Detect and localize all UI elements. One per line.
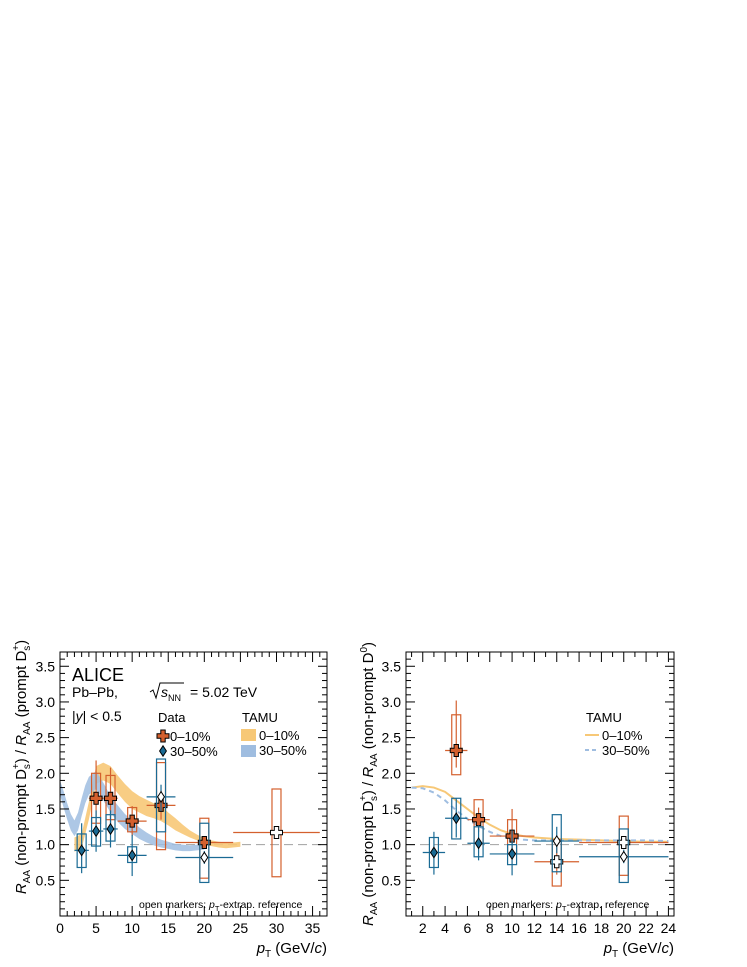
legend-swatch-tamu-0-10	[241, 729, 256, 741]
legend-label-data-0-10: 0–10%	[170, 729, 211, 744]
x-tick-label: 15	[160, 920, 176, 936]
x-tick-label: 18	[594, 920, 610, 936]
y-tick-label: 1.0	[382, 837, 402, 853]
y-tick-label: 2.0	[382, 765, 402, 781]
x-tick-label: 10	[504, 920, 520, 936]
syst-box	[551, 814, 562, 873]
y-axis-title: RAA (non-prompt Ds+) / RAA (non-prompt D…	[358, 642, 380, 926]
plot-frame	[59, 651, 328, 917]
data-point	[452, 812, 461, 825]
syst-box	[155, 758, 167, 833]
legend-label-tamu-0-10: 0–10%	[259, 728, 300, 743]
series-30-50	[422, 797, 669, 884]
rapidity-label: |y| < 0.5	[72, 708, 122, 724]
data-point	[429, 846, 438, 859]
y-tick-label: 1.0	[36, 837, 56, 853]
x-tick-label: 14	[549, 920, 565, 936]
legend-label-tamu-30-50: 30–50%	[602, 743, 650, 758]
y-axis-title: RAA (non-prompt Ds+) / RAA (prompt Ds+)	[11, 640, 33, 894]
legend-model-title: TAMU	[586, 710, 622, 725]
y-tick-label: 0.5	[382, 872, 402, 888]
legend-label-data-30-50: 30–50%	[170, 744, 218, 759]
data-point	[92, 824, 101, 838]
footnote: open markers: pT-extrap. reference	[486, 899, 650, 913]
y-tick-label: 1.5	[382, 801, 402, 817]
x-tick-label: 12	[527, 920, 543, 936]
system-label: Pb–Pb,	[72, 684, 118, 700]
legend-marker-30-50	[159, 744, 167, 758]
y-tick-label: 3.5	[382, 658, 402, 674]
panel-left: 0.5 1.0 1.5 2.0 2.5 3.0 3.5 0 5 10 15 20 25 30 35 pT (G…	[11, 640, 328, 960]
x-tick-label: 6	[464, 920, 472, 936]
legend-data-title: Data	[158, 710, 186, 725]
data-point	[104, 791, 118, 805]
legend-label-tamu-30-50: 30–50%	[259, 743, 307, 758]
data-point	[77, 844, 86, 857]
syst-box	[618, 828, 629, 884]
sqrt-sign	[149, 682, 184, 700]
data-point	[550, 855, 564, 869]
y-tick-label: 1.5	[36, 801, 56, 817]
data-point	[89, 791, 103, 805]
x-axis-title: pT (GeV/c)	[603, 940, 674, 960]
x-tick-label: 4	[441, 920, 449, 936]
x-tick-label: 0	[56, 920, 64, 936]
y-tick-label: 2.5	[36, 730, 56, 746]
data-point	[125, 814, 139, 828]
model-curve-0-10	[411, 785, 669, 843]
x-tick-label: 35	[305, 920, 321, 936]
y-tick-label: 3.5	[36, 658, 56, 674]
experiment-label: ALICE	[72, 665, 124, 685]
data-point	[197, 836, 211, 850]
y-tick-label: 2.0	[36, 765, 56, 781]
energy-label: = 5.02 TeV	[190, 684, 258, 700]
panel-right: 0.51.01.52.02.53.03.52 4 6 8 10 12 14 16 18 20 22 2…	[358, 642, 676, 960]
data-point	[617, 836, 631, 850]
data-point	[128, 849, 137, 862]
legend-marker-0-10	[156, 729, 170, 743]
data-point	[200, 851, 209, 864]
x-tick-label: 2	[419, 920, 427, 936]
y-tick-label: 3.0	[382, 694, 402, 710]
legend-label-tamu-0-10: 0–10%	[602, 728, 643, 743]
series-30-50	[74, 758, 234, 884]
data-point	[508, 847, 517, 861]
x-tick-label: 25	[233, 920, 249, 936]
footnote: open markers: pT-extrap. reference	[139, 899, 303, 913]
data-point	[472, 813, 486, 827]
data-point	[106, 822, 115, 836]
x-tick-label: 5	[92, 920, 100, 936]
y-tick-label: 3.0	[36, 694, 56, 710]
x-tick-label: 16	[571, 920, 587, 936]
plot-frame	[405, 651, 675, 917]
data-point	[619, 850, 628, 863]
x-tick-label: 10	[124, 920, 140, 936]
sqrt-s-nn: sNN	[161, 684, 181, 703]
x-tick-label: 20	[616, 920, 632, 936]
x-tick-label: 22	[638, 920, 654, 936]
data-point	[449, 743, 463, 757]
data-point	[474, 837, 483, 850]
data-point	[269, 826, 283, 840]
legend-swatch-tamu-30-50	[241, 745, 256, 757]
data-point	[157, 790, 166, 803]
legend-model-title: TAMU	[242, 710, 278, 725]
data-point	[552, 834, 561, 848]
x-tick-label: 24	[661, 920, 677, 936]
syst-box	[199, 822, 210, 884]
model-curve-30-50	[411, 786, 669, 843]
y-tick-label: 0.5	[36, 872, 56, 888]
x-tick-label: 20	[197, 920, 213, 936]
x-tick-label: 30	[269, 920, 285, 936]
x-axis-title: pT (GeV/c)	[256, 940, 327, 960]
x-tick-label: 8	[486, 920, 494, 936]
y-tick-label: 2.5	[382, 730, 402, 746]
